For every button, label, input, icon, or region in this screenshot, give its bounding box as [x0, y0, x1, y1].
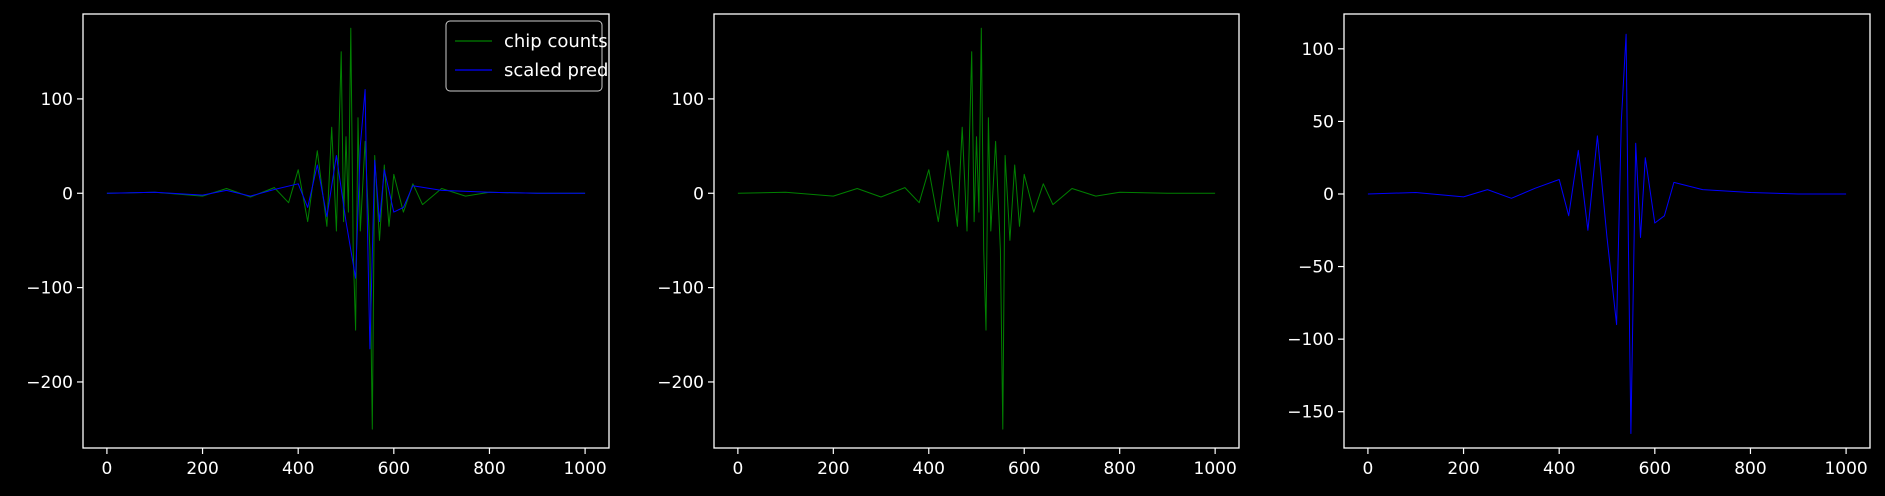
y-tick-label: −200 [657, 373, 704, 393]
y-tick-label: 100 [1302, 40, 1334, 60]
y-tick-label: 0 [1323, 185, 1334, 205]
x-tick-label: 200 [1447, 459, 1479, 479]
y-tick-label: −50 [1298, 258, 1334, 278]
x-tick-label: 0 [732, 459, 743, 479]
y-tick-label: −100 [657, 279, 704, 299]
x-tick-label: 800 [1103, 459, 1135, 479]
chart-panel-3: 0 200 400 600 800 1000 −150 −100 −50 0 50 100 [1287, 13, 1871, 479]
chart-panel-2: 0 200 400 600 800 1000 −200 −100 0 100 [657, 13, 1240, 479]
x-tick-label: 800 [1734, 459, 1766, 479]
x-tick-label: 400 [913, 459, 945, 479]
y-tick-label: −100 [26, 279, 73, 299]
x-tick-label: 1000 [1194, 459, 1237, 479]
y-tick-label: 0 [693, 184, 704, 204]
axes-frame [82, 13, 610, 449]
y-tick-label: 50 [1312, 112, 1334, 132]
y-tick-label: −100 [1287, 330, 1334, 350]
series-line-1 [737, 27, 1216, 430]
x-tick-label: 400 [1543, 459, 1575, 479]
x-tick-label: 600 [378, 459, 410, 479]
x-tick-label: 800 [473, 459, 505, 479]
y-tick-label: 100 [672, 90, 704, 110]
y-tick-label: −150 [1287, 403, 1334, 423]
x-tick-label: 200 [186, 459, 218, 479]
x-tick-label: 1000 [563, 459, 606, 479]
series-line-2 [106, 89, 586, 350]
axes-frame [1343, 13, 1871, 449]
x-tick-label: 600 [1008, 459, 1040, 479]
x-tick-label: 0 [1362, 459, 1373, 479]
x-tick-label: 200 [817, 459, 849, 479]
x-tick-label: 0 [101, 459, 112, 479]
x-tick-label: 600 [1639, 459, 1671, 479]
x-tick-label: 400 [282, 459, 314, 479]
x-tick-label: 1000 [1824, 459, 1867, 479]
y-tick-label: 100 [41, 90, 73, 110]
legend-label: scaled pred [504, 60, 608, 81]
series-line-1 [1367, 33, 1847, 434]
y-tick-label: −200 [26, 373, 73, 393]
chart-panel-1: 0 200 400 600 800 1000 −200 −100 0 100 chip counts… [26, 13, 610, 479]
legend-frame [445, 20, 603, 92]
legend: chip counts scaled pred [445, 20, 608, 92]
axes-frame [713, 13, 1240, 449]
y-tick-label: 0 [62, 184, 73, 204]
legend-label: chip counts [504, 31, 608, 52]
